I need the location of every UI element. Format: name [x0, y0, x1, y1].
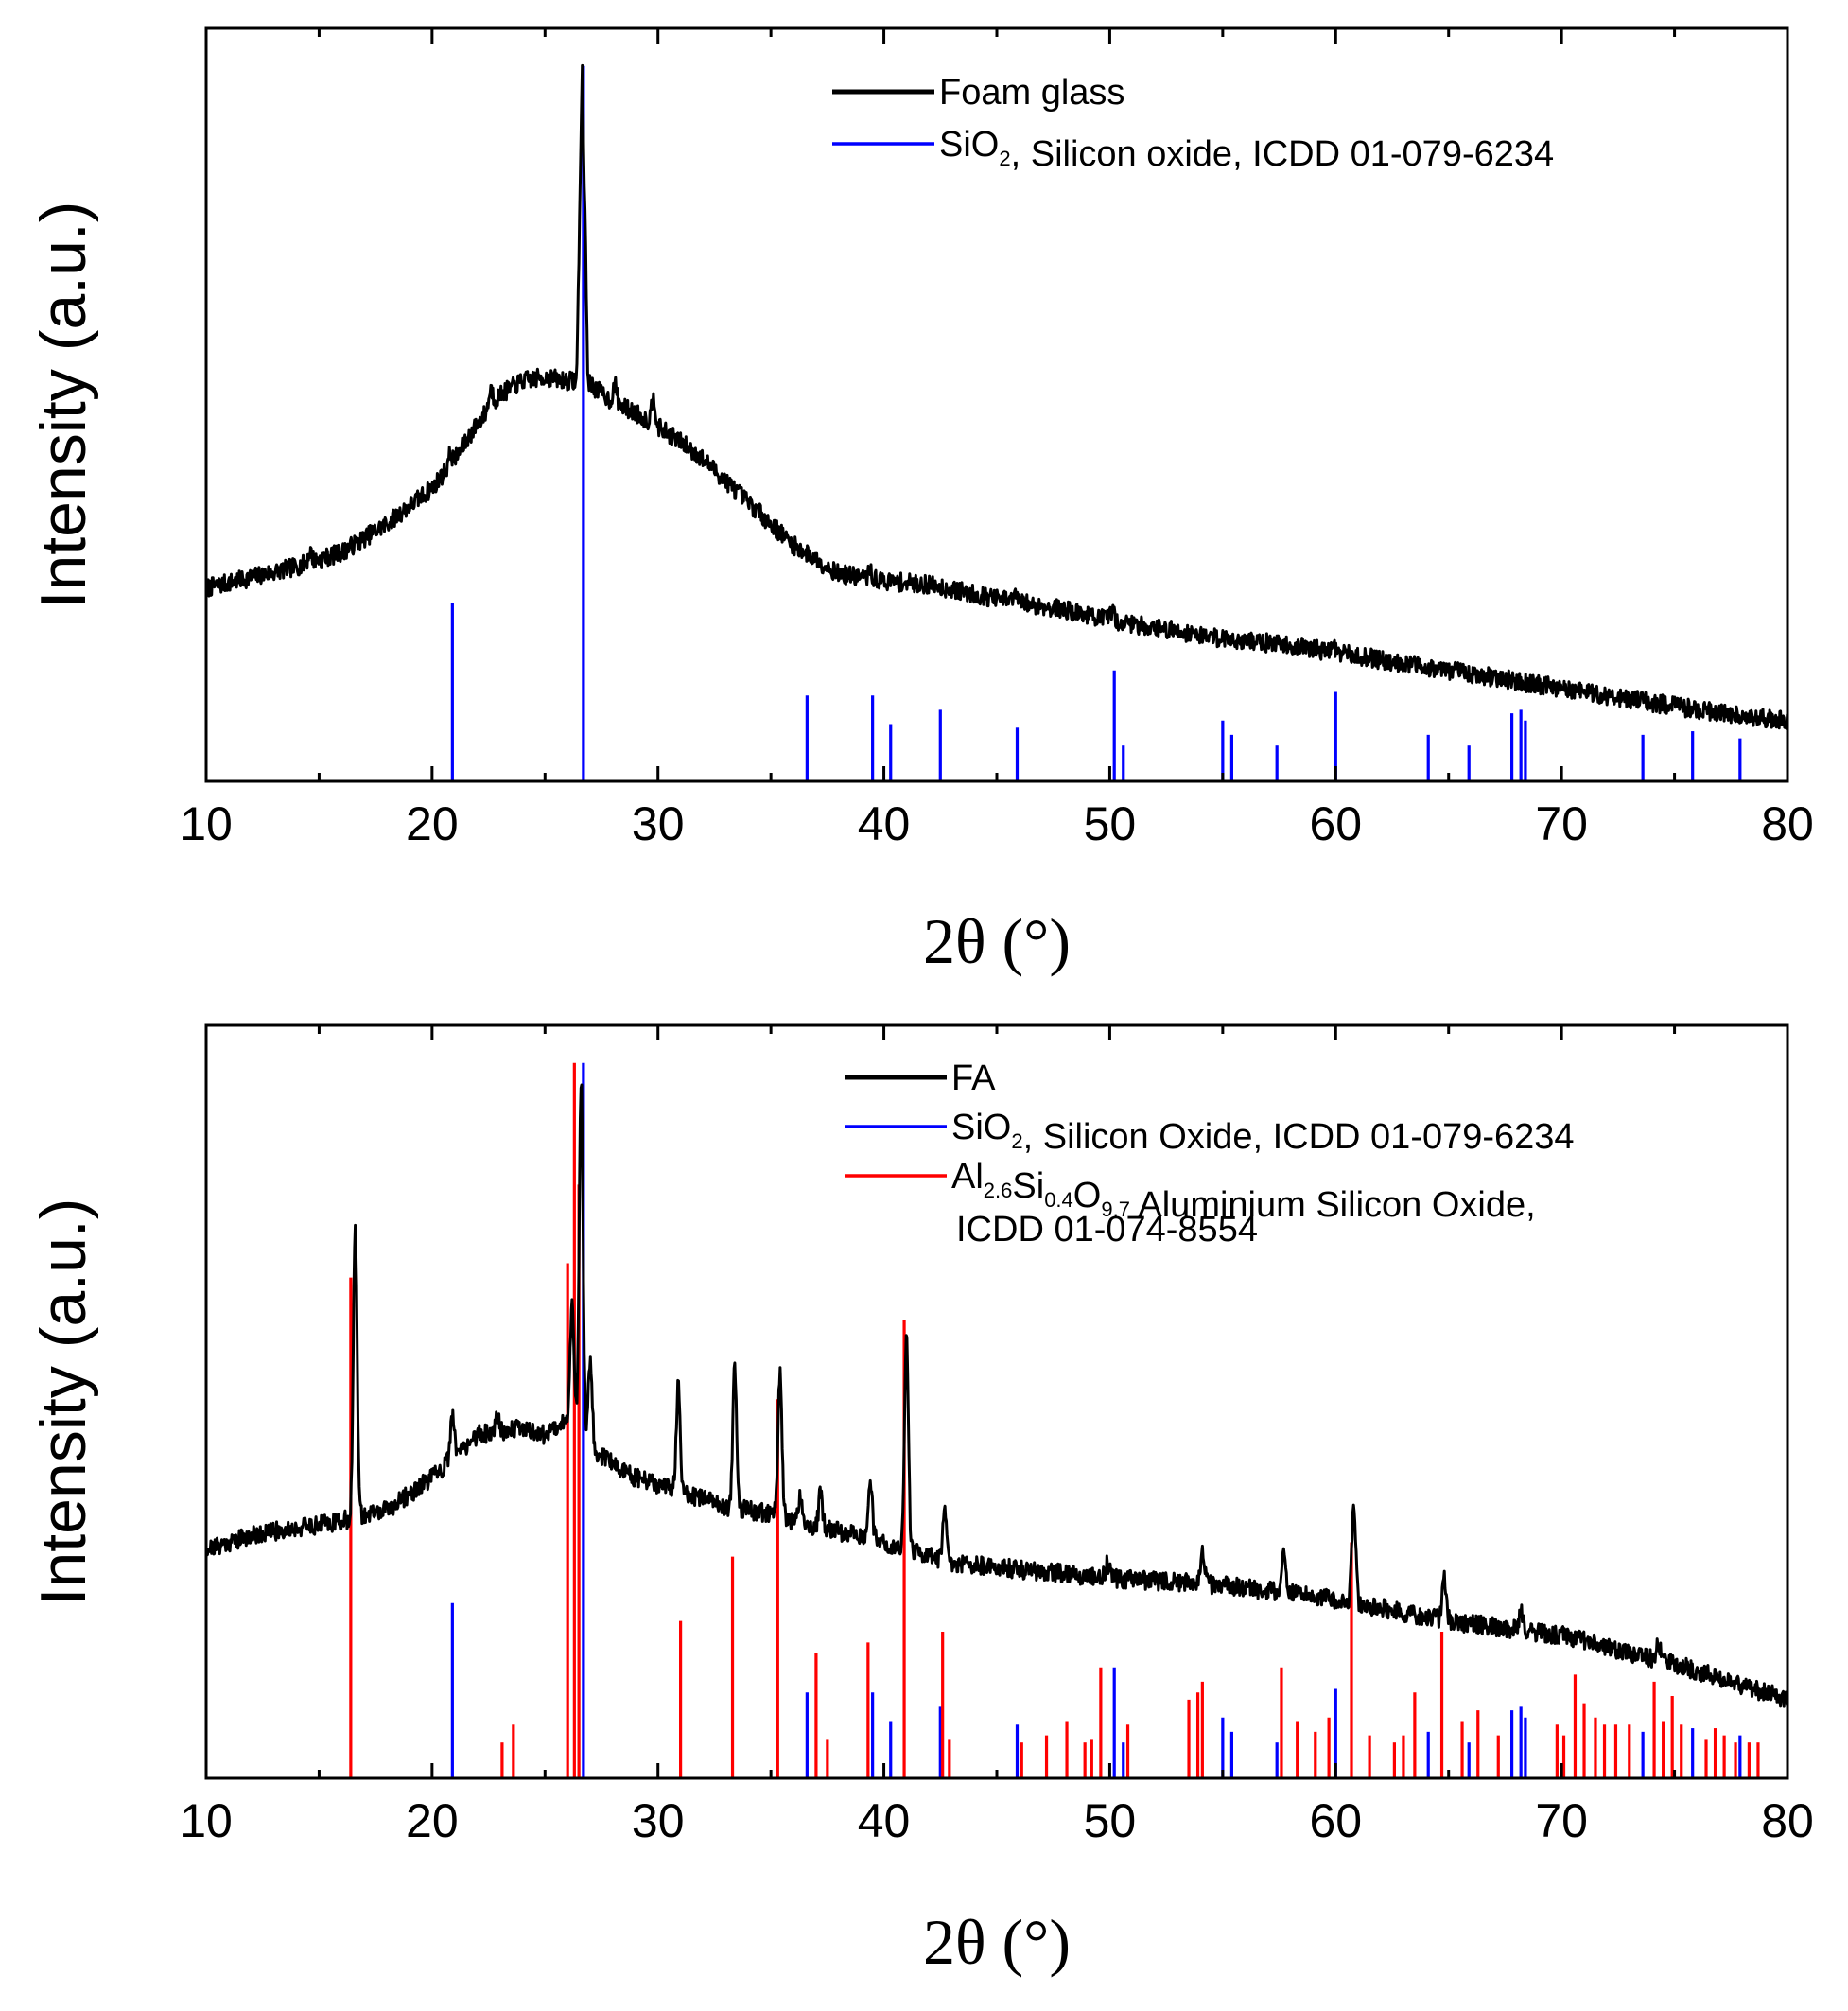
- x-tick-label: 30: [632, 797, 685, 850]
- x-tick-label: 60: [1309, 1794, 1362, 1847]
- legend-label: SiO2, Silicon oxide, ICDD 01-079-6234: [939, 125, 1554, 174]
- legend-label: FA: [951, 1058, 996, 1098]
- legend-label-subscript: 2.6: [984, 1179, 1013, 1202]
- legend-label-line2: ICDD 01-074-8554: [956, 1210, 1258, 1250]
- x-tick-label: 70: [1535, 797, 1588, 850]
- x-tick-label: 50: [1084, 797, 1137, 850]
- x-tick-label: 10: [180, 1794, 233, 1847]
- legend-label: Al2.6Si0.4O9.7 Aluminium Silicon Oxide,: [951, 1157, 1536, 1225]
- x-tick-label: 20: [406, 1794, 459, 1847]
- legend-label: SiO2, Silicon Oxide, ICDD 01-079-6234: [951, 1108, 1575, 1157]
- legend-label-subscript: 9.7: [1101, 1198, 1130, 1221]
- x-axis-title: 2θ (°): [923, 1906, 1071, 1978]
- legend-label-text: Aluminium Silicon Oxide,: [1130, 1185, 1536, 1225]
- x-tick-label: 30: [632, 1794, 685, 1847]
- legend: Foam glass SiO2, Silicon oxide, ICDD 01-0…: [832, 73, 1554, 174]
- legend-label-text: SiO: [939, 125, 999, 165]
- x-tick-label: 70: [1535, 1794, 1588, 1847]
- x-tick-label: 40: [858, 1794, 911, 1847]
- x-tick-label: 80: [1761, 797, 1814, 850]
- legend-label-text: , Silicon oxide, ICDD 01-079-6234: [1011, 134, 1555, 174]
- x-tick-label: 60: [1309, 797, 1362, 850]
- y-axis-title: Intensity (a.u.): [27, 1198, 99, 1606]
- series-line-bottom: [204, 1083, 1789, 1708]
- y-axis-title: Intensity (a.u.): [27, 201, 99, 609]
- legend-label-subscript: 2: [999, 147, 1010, 170]
- x-tick-label: 40: [858, 797, 911, 850]
- legend-label-subscript: 0.4: [1044, 1188, 1073, 1212]
- legend-label-text: Al: [951, 1157, 984, 1197]
- series-line-top: [204, 63, 1789, 730]
- x-tick-label: 50: [1084, 1794, 1137, 1847]
- legend-label-text: SiO: [951, 1108, 1011, 1147]
- chart-panel-bottom: 10 20 30 40 50 60 70 80 2θ (°) Intensity (a.u.) FA…: [27, 1023, 1814, 1978]
- series-bottom-2-sticks: [349, 1062, 1760, 1778]
- x-axis-title: 2θ (°): [923, 905, 1071, 977]
- legend-label: Foam glass: [939, 73, 1124, 113]
- legend-label-text: Si: [1012, 1166, 1044, 1206]
- series-bottom-1-sticks: [450, 1062, 1742, 1778]
- legend-label-text: , Silicon Oxide, ICDD 01-079-6234: [1023, 1117, 1575, 1157]
- x-tick-label: 10: [180, 797, 233, 850]
- x-tick-label: 20: [406, 797, 459, 850]
- legend-label-text: O: [1073, 1176, 1102, 1215]
- chart-panel-top: 10 20 30 40 50 60 70 80 2θ (°) Intensity (a.u.) Fo…: [27, 26, 1814, 977]
- x-tick-label: 80: [1761, 1794, 1814, 1847]
- legend-label-subscript: 2: [1011, 1129, 1022, 1153]
